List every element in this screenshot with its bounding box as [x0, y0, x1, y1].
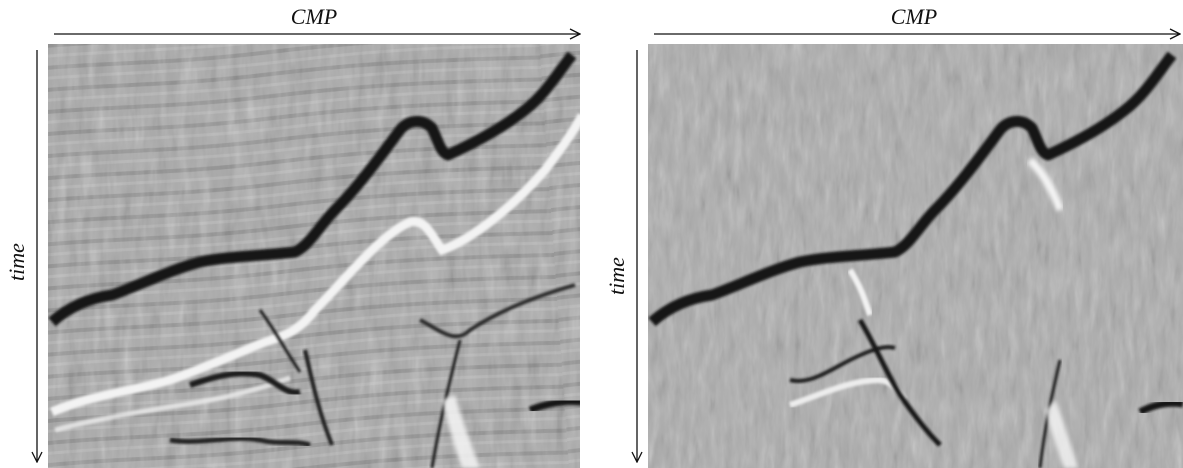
left-seismic-image: [48, 44, 580, 468]
right-y-axis-label: time: [604, 257, 629, 295]
left-x-axis-label: CMP: [291, 4, 337, 29]
left-panel: CMP time: [4, 4, 582, 468]
left-bright-reflector: [50, 113, 580, 417]
left-dark-horizon: [48, 51, 577, 327]
right-seismic-image: [648, 44, 1183, 468]
right-panel: CMP time: [604, 4, 1183, 468]
left-y-axis-label: time: [4, 243, 29, 281]
right-dark-horizon: [648, 51, 1177, 327]
right-x-axis-label: CMP: [891, 4, 937, 29]
